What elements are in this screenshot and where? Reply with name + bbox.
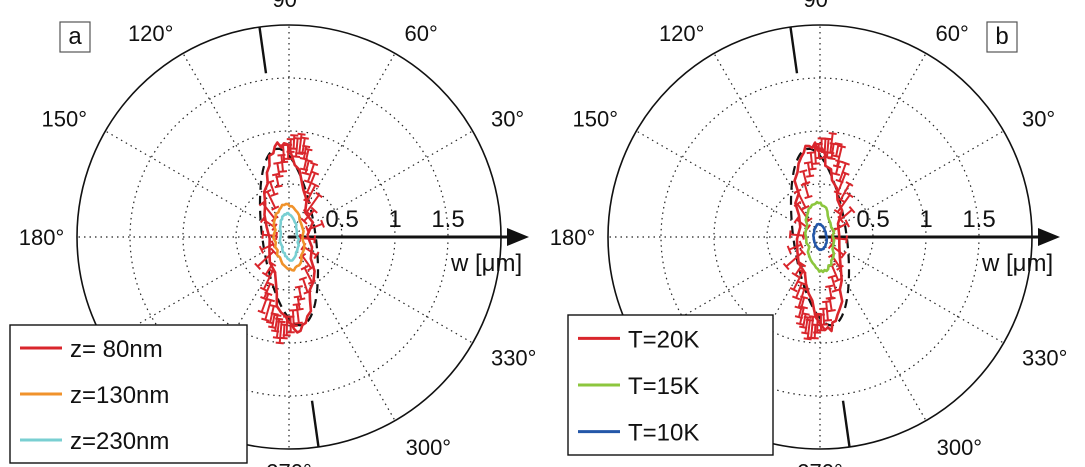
angle-label: 150° (42, 106, 88, 131)
grid-spoke (819, 236, 1004, 344)
error-bar (302, 191, 323, 216)
panel-b: 0.5 1 1.5 w [μm] 90° 60° 30° 330° 300° 270° 120° 15… (550, 0, 1068, 467)
error-bar (810, 145, 820, 165)
error-bar (298, 276, 312, 295)
error-bar (786, 240, 804, 254)
error-bar (303, 161, 319, 184)
grid-spoke (819, 53, 927, 238)
error-bar (825, 284, 836, 301)
error-bar (257, 291, 273, 315)
error-bar (791, 261, 807, 279)
error-bar (261, 298, 276, 322)
radial-tick-label: 1.5 (431, 206, 464, 233)
series-line (278, 211, 301, 262)
radial-tick-label: 1 (388, 206, 401, 233)
error-bar (822, 300, 833, 322)
error-bar (303, 182, 320, 204)
axis-arrowhead (507, 228, 529, 246)
grid-spoke (182, 53, 290, 238)
series-line (803, 200, 836, 274)
angle-label: 90° (272, 0, 305, 12)
legend-entry: z=130nm (70, 382, 169, 409)
error-bar (835, 161, 850, 184)
angle-label: 330° (1022, 346, 1068, 371)
grid-spoke (636, 130, 821, 238)
radial-tick-label: 0.5 (856, 206, 889, 233)
panel-label: b (995, 23, 1008, 50)
angle-label: 180° (550, 225, 596, 250)
error-bar (266, 179, 279, 197)
radial-tick-label: 0.5 (325, 206, 358, 233)
series-line (812, 222, 829, 252)
error-bar (300, 206, 318, 225)
grid-spoke (819, 236, 927, 421)
radial-axis-label: w [μm] (981, 250, 1053, 277)
angle-label: 150° (573, 106, 619, 131)
angle-label: 30° (491, 106, 524, 131)
angle-label: 300° (937, 435, 983, 460)
error-bar (789, 269, 807, 293)
legend-entry: T=10K (628, 420, 699, 447)
error-bar (837, 206, 856, 224)
series-line (262, 141, 316, 334)
error-bar (792, 280, 806, 301)
radial-axis-label: w [μm] (450, 250, 522, 277)
orientation-marker (789, 26, 799, 74)
error-bar (254, 247, 278, 271)
legend-entry: z=230nm (70, 428, 169, 455)
error-bar (833, 191, 854, 216)
angle-label: 120° (659, 21, 705, 46)
orientation-marker (258, 26, 268, 74)
error-bar (803, 161, 815, 178)
angle-label: 330° (491, 346, 537, 371)
angle-label: 90° (803, 0, 836, 12)
legend: T=20K T=15K T=10K (567, 314, 774, 456)
error-bar (300, 265, 316, 285)
error-bar (827, 274, 840, 293)
grid-spoke (288, 53, 396, 238)
angle-label: 30° (1022, 106, 1055, 131)
grid-spoke (288, 130, 473, 238)
legend-entry: z= 80nm (70, 336, 163, 363)
series-line (272, 202, 306, 272)
legend-entry: T=15K (628, 373, 699, 400)
legend: z= 80nm z=130nm z=230nm (9, 324, 248, 464)
error-bar (782, 248, 807, 271)
grid-spoke (713, 53, 821, 238)
error-bar (259, 268, 277, 292)
error-bar (793, 188, 810, 211)
series-line (793, 141, 844, 333)
grid-spoke (288, 236, 473, 344)
angle-label: 270° (797, 459, 843, 467)
error-bar (305, 219, 325, 234)
axis-arrowhead (1038, 228, 1060, 246)
grid-spoke (819, 130, 1004, 238)
error-bar (836, 181, 854, 203)
angle-label: 60° (405, 21, 438, 46)
error-bar (277, 153, 288, 173)
orientation-marker (841, 400, 851, 448)
radial-tick-label: 1.5 (962, 206, 995, 233)
grid-spoke (105, 130, 290, 238)
error-bar (294, 285, 306, 301)
angle-label: 60° (936, 21, 969, 46)
error-bar (263, 189, 280, 211)
orientation-marker (310, 400, 320, 448)
legend-entry: T=20K (628, 326, 699, 353)
angle-label: 180° (19, 225, 65, 250)
angle-label: 300° (406, 435, 452, 460)
angle-label: 270° (266, 459, 312, 467)
panel-label-box (986, 21, 1018, 53)
radial-tick-label: 1 (919, 206, 932, 233)
panel-label: a (68, 23, 82, 50)
error-bar (800, 182, 813, 200)
error-bar (288, 309, 298, 328)
grid-spoke (288, 236, 396, 421)
error-bar (272, 172, 283, 189)
panel-a: 0.5 1 1.5 w [μm] 90° 60° 30° 330° 300° 270° 120° 15… (9, 0, 537, 467)
panel-label-box (59, 21, 91, 53)
angle-label: 120° (128, 21, 174, 46)
